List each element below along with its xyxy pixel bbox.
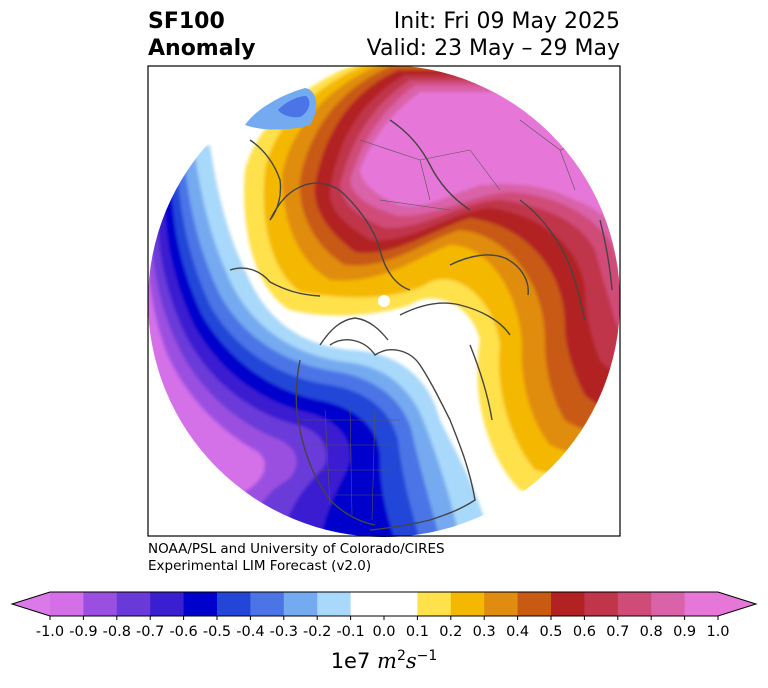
anomaly-field: [148, 65, 620, 537]
colorbar-tick-label: -0.6: [169, 624, 197, 640]
colorbar-swatch: [250, 592, 285, 616]
colorbar-tick-label: -0.4: [236, 624, 264, 640]
valid-range: Valid: 23 May – 29 May: [366, 36, 620, 61]
colorbar-under-arrow: [12, 592, 50, 616]
borders: [300, 119, 591, 521]
colorbar: -1.0 -0.9 -0.8 -0.7 -0.6 -0.5 -0.4 -0.3 -0.2 -0.1…: [10, 591, 758, 640]
colorbar-tick-label: 0.9: [673, 624, 696, 640]
unit-base: 1e7: [330, 649, 371, 673]
colorbar-tick-label: -0.1: [336, 624, 364, 640]
polar-map: [147, 65, 621, 537]
map-frame: [147, 65, 621, 537]
date-info: Init: Fri 09 May 2025 Valid: 23 May – 29…: [367, 8, 620, 62]
colorbar-tick-label: 0.1: [406, 624, 429, 640]
colorbar-tick-label: -0.3: [270, 624, 298, 640]
credit-text: NOAA/PSL and University of Colorado/CIRE…: [148, 541, 445, 575]
colorbar-swatch: [517, 592, 552, 616]
colorbar-unit-label: 1e7 m2s−1: [0, 648, 768, 673]
colorbar-swatch: [584, 592, 619, 616]
colorbar-swatch: [150, 592, 185, 616]
colorbar-tick-label: 0.5: [539, 624, 562, 640]
colorbar-swatch: [317, 592, 352, 616]
unit-m: m: [377, 649, 397, 673]
colorbar-tick-label: -0.5: [203, 624, 231, 640]
colorbar-swatch: [684, 592, 719, 616]
colorbar-swatch: [384, 592, 418, 616]
colorbar-swatch: [651, 592, 686, 616]
colorbar-tick-label: 0.0: [372, 624, 395, 640]
title-line2: Anomaly: [148, 36, 256, 61]
colorbar-swatch: [50, 592, 84, 616]
colorbar-over-arrow: [718, 592, 756, 616]
unit-s: s: [405, 649, 417, 673]
colorbar-swatch: [183, 592, 218, 616]
colorbar-swatch: [283, 592, 318, 616]
colorbar-swatch: [116, 592, 151, 616]
colorbar-tick-label: 1.0: [706, 624, 729, 640]
colorbar-swatch: [484, 592, 519, 616]
colorbar-tick-label: -0.7: [136, 624, 164, 640]
colorbar-swatch: [83, 592, 118, 616]
colorbar-tick-label: -0.9: [69, 624, 97, 640]
colorbar-tick-label: 0.7: [606, 624, 629, 640]
colorbar-swatch: [551, 592, 585, 616]
credit-line2: Experimental LIM Forecast (v2.0): [148, 558, 372, 574]
coastlines: [229, 119, 613, 531]
colorbar-swatch: [450, 592, 485, 616]
colorbar-swatch: [417, 592, 452, 616]
colorbar-tick-label: -0.8: [103, 624, 131, 640]
colorbar-tick-label: -1.0: [36, 624, 64, 640]
colorbar-tick-label: -0.2: [303, 624, 331, 640]
colorbar-swatch: [217, 592, 251, 616]
colorbar-tick-label: 0.6: [573, 624, 596, 640]
colorbar-tick-label: 0.8: [640, 624, 663, 640]
colorbar-swatch: [350, 592, 385, 616]
colorbar-tick-label: 0.2: [439, 624, 462, 640]
unit-m-exp: 2: [396, 648, 406, 664]
unit-s-exp: −1: [416, 648, 438, 664]
map-title: SF100 Anomaly: [148, 8, 255, 62]
credit-line1: NOAA/PSL and University of Colorado/CIRE…: [148, 541, 445, 557]
init-date: Init: Fri 09 May 2025: [393, 9, 620, 34]
title-line1: SF100: [148, 9, 225, 34]
colorbar-swatch: [617, 592, 652, 616]
colorbar-tick-label: 0.3: [473, 624, 496, 640]
colorbar-tick-label: 0.4: [506, 624, 529, 640]
